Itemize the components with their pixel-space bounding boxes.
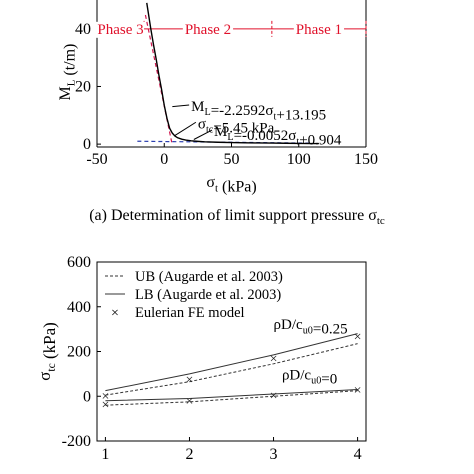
series-line	[146, 2, 319, 145]
x-tick-label: 1	[101, 446, 109, 463]
series-line	[105, 333, 358, 392]
series-line	[105, 343, 358, 396]
annotation: ρD/cu0=0.25	[274, 317, 348, 337]
x-tick-label: -50	[86, 151, 107, 168]
phase-label: Phase 3	[97, 22, 143, 38]
data-point: ×	[354, 330, 362, 345]
y-tick-label: 20	[75, 78, 91, 95]
legend-label: Eulerian FE model	[135, 305, 245, 321]
series-line	[105, 390, 358, 406]
data-point: ×	[270, 389, 278, 404]
data-point: ×	[101, 390, 109, 405]
fit-line	[144, 14, 173, 146]
annotation: σtc=5.45 kPa	[198, 116, 275, 136]
x-tick-label: 4	[354, 446, 362, 463]
data-point: ×	[101, 398, 109, 413]
annotation-pointer	[193, 129, 213, 140]
data-point: ×	[186, 373, 194, 388]
x-tick-label: 50	[224, 151, 240, 168]
y-axis-label: σtc (kPa)	[35, 322, 59, 381]
y-tick-label: 200	[67, 344, 91, 361]
annotation: ML=-0.0052σt+0.904	[214, 124, 342, 148]
y-tick-label: 0	[83, 136, 91, 153]
phase-label-bg	[95, 21, 146, 38]
phase-label-bg	[293, 21, 345, 38]
data-point: ×	[354, 384, 362, 399]
y-tick-label: 40	[75, 21, 91, 38]
series-line	[105, 389, 358, 402]
data-point: ×	[186, 394, 194, 409]
legend-label: LB (Augarde et al. 2003)	[135, 287, 281, 303]
y-tick-label: 600	[67, 254, 91, 271]
caption-top: (a) Determination of limit support press…	[89, 207, 385, 228]
annotation: ML=-2.2592σt+13.195	[191, 99, 326, 123]
x-tick-label: 3	[270, 446, 278, 463]
x-tick-label: 2	[185, 446, 193, 463]
annotation: ρD/cu0=0	[282, 367, 337, 387]
y-tick-label: -200	[62, 433, 91, 450]
y-axis-label: ML (t/m)	[57, 44, 78, 101]
legend-label: UB (Augarde et al. 2003)	[135, 269, 283, 285]
y-tick-label: 0	[83, 388, 91, 405]
phase-label-bg	[182, 21, 234, 38]
annotation-pointer	[172, 104, 190, 108]
annotation-pointer	[174, 121, 197, 136]
data-point: ×	[270, 352, 278, 367]
legend-swatch: ×	[111, 306, 119, 321]
x-tick-label: 100	[287, 151, 311, 168]
x-axis-label: σt (kPa)	[206, 174, 256, 195]
y-tick-label: 400	[67, 299, 91, 316]
x-tick-label: 150	[354, 151, 378, 168]
x-tick-label: 0	[160, 151, 168, 168]
phase-label: Phase 1	[296, 22, 342, 38]
phase-label: Phase 2	[185, 22, 231, 38]
